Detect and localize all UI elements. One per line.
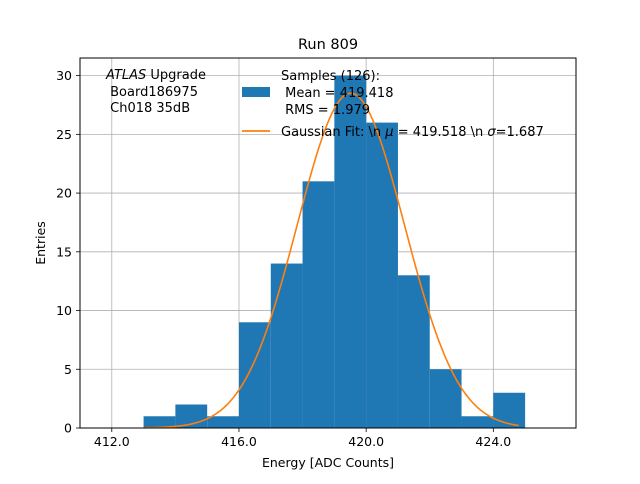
histogram-bar <box>270 263 303 428</box>
x-axis-ticks: 412.0 416.0 420.0 424.0 <box>94 428 511 449</box>
atlas-label: ATLAS <box>105 68 146 83</box>
y-tick-label: 25 <box>56 127 72 142</box>
x-tick-label: 424.0 <box>475 434 511 449</box>
histogram-bar <box>238 322 271 428</box>
x-tick-label: 416.0 <box>221 434 257 449</box>
y-tick-label: 30 <box>56 68 72 83</box>
legend-histogram-line: RMS = 1.979 <box>281 103 370 118</box>
y-tick-label: 15 <box>56 244 72 259</box>
y-tick-label: 10 <box>56 303 72 318</box>
plot-frame <box>79 57 577 429</box>
histogram-bar <box>302 181 335 428</box>
annotation-line-2: Board186975 <box>106 85 198 100</box>
y-tick-label: 5 <box>64 362 72 377</box>
legend-fit-symbol: μ <box>384 125 393 140</box>
annotation-line-3: Ch018 35dB <box>106 101 190 116</box>
y-axis-ticks: 0 5 10 15 20 25 30 <box>56 68 80 436</box>
histogram-bar <box>397 275 430 428</box>
x-tick-label: 412.0 <box>94 434 130 449</box>
legend: Samples (126): Mean = 419.418 RMS = 1.97… <box>242 69 544 140</box>
histogram-bar <box>429 369 462 428</box>
legend-histogram-line: Samples (126): <box>281 69 380 84</box>
histogram-bar <box>493 392 526 428</box>
x-tick-label: 420.0 <box>348 434 384 449</box>
histogram-bars <box>143 75 526 428</box>
y-tick-label: 20 <box>56 186 72 201</box>
legend-histogram-swatch <box>242 87 270 97</box>
y-axis-label: Entries <box>33 221 48 265</box>
histogram-bar <box>461 416 494 428</box>
legend-fit-symbol: σ <box>487 125 496 140</box>
legend-fit-text-part: =1.687 <box>496 125 544 140</box>
legend-histogram-label: Samples (126): Mean = 419.418 RMS = 1.97… <box>281 69 393 118</box>
histogram-bar <box>207 416 239 428</box>
gaussian-fit <box>143 92 519 429</box>
legend-fit-text-part: = 419.518 \n <box>394 125 488 140</box>
histogram-bar <box>334 75 367 428</box>
legend-fit-label: Gaussian Fit: \n μ = 419.518 \n σ=1.687 <box>281 125 544 140</box>
annotation: ATLAS Upgrade Board186975 Ch018 35dB <box>105 68 206 116</box>
x-axis-label: Energy [ADC Counts] <box>262 455 394 470</box>
upgrade-label: Upgrade <box>146 68 206 83</box>
y-tick-label: 0 <box>64 421 72 436</box>
gaussian-fit-curve <box>143 92 519 429</box>
annotation-line-1: ATLAS Upgrade <box>105 68 206 83</box>
chart-title: Run 809 <box>298 37 358 53</box>
histogram-bar <box>366 122 398 428</box>
histogram-bar <box>143 416 176 428</box>
legend-histogram-line: Mean = 419.418 <box>281 86 393 101</box>
legend-fit-text-part: Gaussian Fit: \n <box>281 125 385 140</box>
